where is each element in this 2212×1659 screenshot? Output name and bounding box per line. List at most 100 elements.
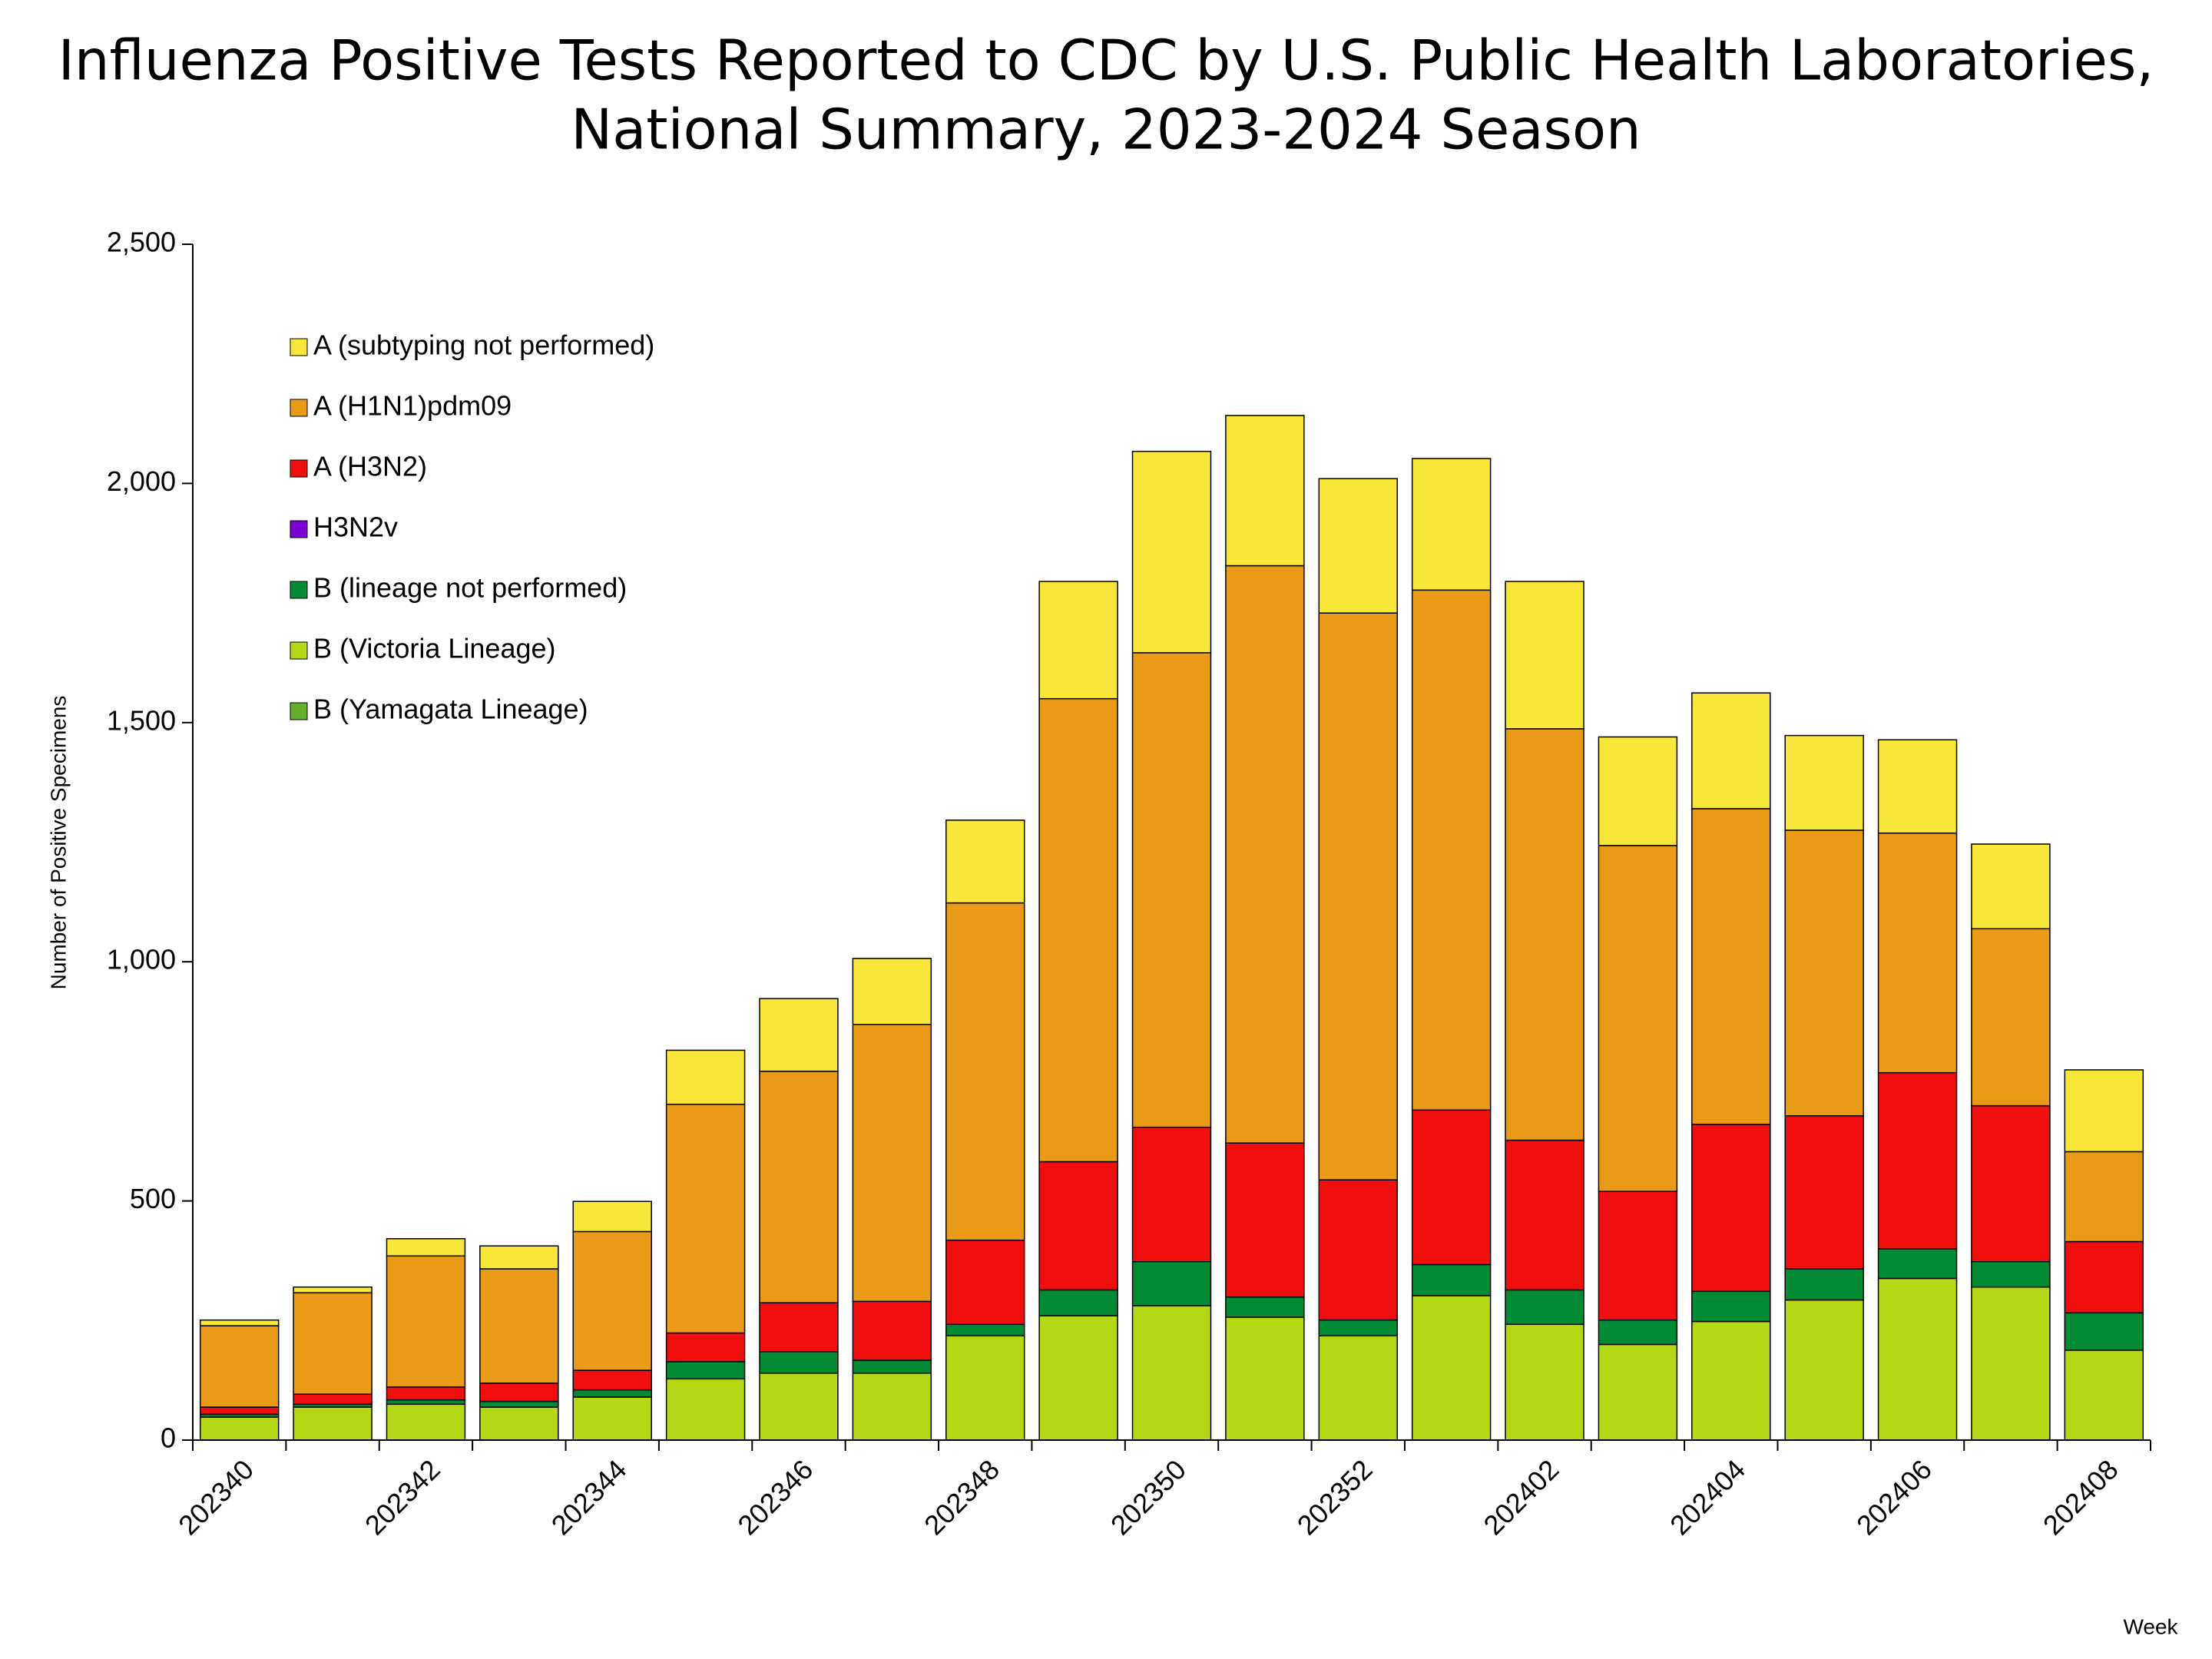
x-tick-label: 202352: [1291, 1453, 1379, 1541]
x-tick-label: 202344: [545, 1453, 633, 1541]
bar-segment: [852, 1373, 932, 1441]
y-tick-label: 0: [161, 1422, 176, 1454]
bar-segment: [1411, 458, 1492, 591]
y-axis-title: Number of Positive Specimens: [46, 696, 70, 990]
legend-label: A (H1N1)pdm09: [313, 390, 512, 422]
legend-swatch: [290, 459, 308, 478]
bar-segment: [2064, 1240, 2144, 1314]
bar-segment: [1038, 1289, 1118, 1316]
x-tick-label: 202408: [2037, 1453, 2124, 1541]
bar-segment: [759, 1302, 839, 1353]
bar-segment: [1038, 581, 1118, 700]
bar-segment: [386, 1403, 466, 1441]
bar-segment: [1505, 1139, 1584, 1291]
y-tick-label: 2,000: [107, 465, 176, 497]
bar-segment: [1225, 1316, 1305, 1441]
bar-segment: [1411, 1295, 1492, 1441]
bar-segment: [852, 1359, 932, 1374]
bar-segment: [199, 1416, 280, 1441]
bar-segment: [1505, 581, 1584, 730]
bar-segment: [1971, 1286, 2051, 1441]
legend-swatch: [290, 641, 308, 660]
chart-title: Influenza Positive Tests Reported to CDC…: [58, 28, 2154, 93]
x-axis-title: Week: [2123, 1614, 2178, 1638]
bar-segment: [199, 1406, 280, 1416]
bar-segment: [479, 1382, 559, 1402]
bar-segment: [1784, 1299, 1864, 1441]
bar-segment: [1598, 845, 1678, 1192]
bar-segment: [1225, 1296, 1305, 1318]
legend-label: A (H3N2): [313, 451, 427, 482]
bar-segment: [1877, 1277, 1958, 1441]
bar-segment: [572, 1389, 652, 1398]
bar-segment: [293, 1406, 373, 1441]
bar-segment: [1318, 1319, 1398, 1336]
bar-segment: [1784, 1114, 1864, 1270]
y-tick-label: 1,000: [107, 944, 176, 975]
bar-segment: [665, 1378, 746, 1441]
bar-segment: [1784, 830, 1864, 1117]
bar-segment: [386, 1238, 466, 1257]
bar-segment: [759, 1071, 839, 1304]
bar-segment: [945, 1239, 1025, 1326]
bar-segment: [293, 1286, 373, 1293]
bar-segment: [759, 1351, 839, 1374]
bar-segment: [1784, 734, 1864, 831]
y-tick-label: 2,500: [107, 227, 176, 258]
bar-segment: [572, 1396, 652, 1441]
bar-segment: [1691, 1290, 1771, 1323]
bar-segment: [1318, 478, 1398, 614]
bar-segment: [572, 1230, 652, 1371]
bar-segment: [1038, 697, 1118, 1163]
bar-segment: [1971, 843, 2051, 929]
x-tick-label: 202406: [1850, 1453, 1938, 1541]
bar-segment: [1038, 1161, 1118, 1291]
x-tick-label: 202350: [1104, 1453, 1192, 1541]
bar-segment: [1877, 739, 1958, 834]
bar-segment: [386, 1255, 466, 1388]
bar-segment: [1877, 832, 1958, 1074]
bar-segment: [665, 1361, 746, 1380]
bar-segment: [1598, 1343, 1678, 1441]
bar-segment: [1225, 415, 1305, 567]
bar-segment: [1225, 1142, 1305, 1298]
bar-segment: [199, 1319, 280, 1326]
legend-swatch: [290, 702, 308, 720]
bar-segment: [199, 1325, 280, 1408]
bar-segment: [1131, 1305, 1212, 1441]
bar-segment: [1131, 652, 1212, 1128]
bar-segment: [852, 1024, 932, 1303]
bar-segment: [1784, 1268, 1864, 1301]
bar-segment: [1225, 565, 1305, 1144]
legend-label: A (subtyping not performed): [313, 329, 654, 361]
bar-segment: [2064, 1312, 2144, 1351]
legend-swatch: [290, 520, 308, 538]
legend-swatch: [290, 338, 308, 356]
bar-segment: [1505, 1323, 1584, 1441]
bar-segment: [1691, 808, 1771, 1125]
bar-segment: [1411, 1263, 1492, 1296]
x-tick-label: 202348: [918, 1453, 1005, 1541]
legend-label: H3N2v: [313, 512, 398, 543]
bar-segment: [759, 1373, 839, 1441]
bar-segment: [1971, 1104, 2051, 1263]
bar-segment: [2064, 1151, 2144, 1243]
bar-segment: [1598, 1319, 1678, 1346]
x-tick-label: 202346: [731, 1453, 819, 1541]
legend-label: B (lineage not performed): [313, 572, 627, 604]
bar-segment: [1318, 1335, 1398, 1441]
bar-segment: [852, 1300, 932, 1361]
bar-segment: [479, 1268, 559, 1384]
bar-segment: [945, 1323, 1025, 1336]
bar-segment: [1598, 736, 1678, 846]
bar-segment: [1971, 1260, 2051, 1288]
bar-segment: [945, 1335, 1025, 1441]
bar-segment: [1038, 1315, 1118, 1441]
bar-segment: [1971, 928, 2051, 1107]
bar-segment: [2064, 1349, 2144, 1441]
bar-segment: [293, 1393, 373, 1406]
bar-segment: [572, 1200, 652, 1233]
y-tick-label: 1,500: [107, 704, 176, 736]
legend-label: B (Victoria Lineage): [313, 633, 556, 664]
